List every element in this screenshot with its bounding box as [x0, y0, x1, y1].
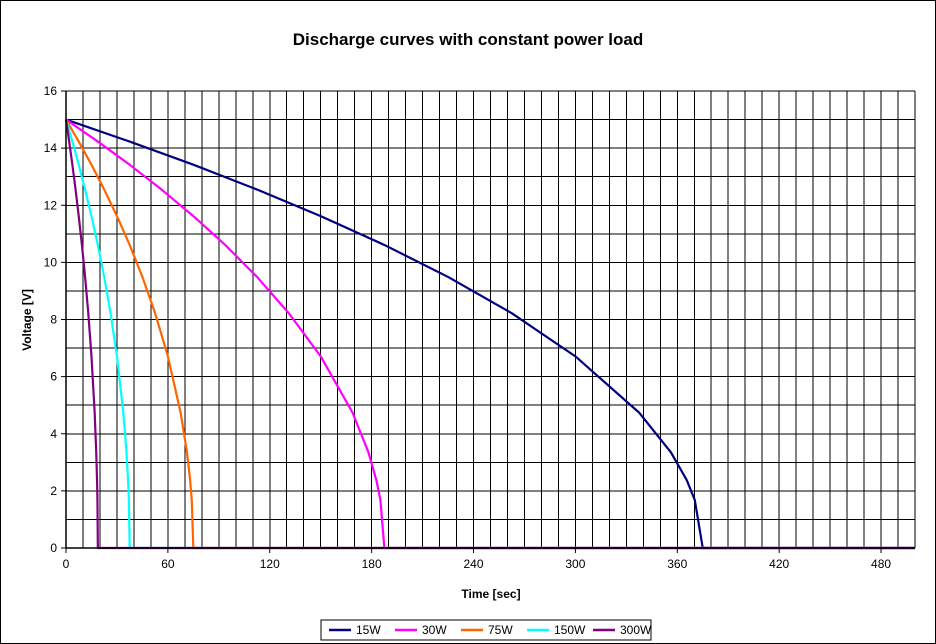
legend: 15W 30W 75W 150W 300W	[320, 619, 652, 641]
series-lines	[64, 118, 915, 550]
y-tick-labels: 0 2 4 6 8 10 12 14 16	[44, 84, 58, 555]
x-tick-label: 240	[464, 557, 484, 571]
y-tick-label: 10	[44, 255, 58, 269]
series-line-150w	[64, 119, 915, 550]
y-tick-label: 6	[50, 370, 57, 384]
series-line-300w	[64, 119, 915, 550]
chart-title: Discharge curves with constant power loa…	[293, 30, 643, 49]
y-tick-label: 2	[50, 484, 57, 498]
x-axis-label: Time [sec]	[461, 587, 520, 601]
legend-label-75w: 75W	[488, 623, 513, 637]
x-tick-label: 60	[161, 557, 175, 571]
y-axis-label: Voltage [V]	[20, 289, 34, 351]
axes	[61, 90, 915, 553]
legend-label-30w: 30W	[422, 623, 447, 637]
y-tick-label: 12	[44, 198, 58, 212]
y-tick-label: 8	[50, 313, 57, 327]
y-tick-label: 4	[50, 427, 57, 441]
x-tick-label: 0	[63, 557, 70, 571]
grid	[65, 90, 916, 549]
x-tick-label: 420	[769, 557, 789, 571]
x-tick-label: 300	[565, 557, 585, 571]
x-tick-label: 360	[667, 557, 687, 571]
legend-label-15w: 15W	[356, 623, 381, 637]
series-line-75w	[65, 119, 915, 550]
series-line-15w	[65, 118, 915, 550]
series-line-30w	[65, 118, 915, 550]
y-tick-label: 14	[44, 141, 58, 155]
legend-box	[320, 619, 652, 641]
x-tick-label: 480	[871, 557, 891, 571]
x-tick-label: 120	[260, 557, 280, 571]
legend-label-300w: 300W	[620, 623, 652, 637]
legend-label-150w: 150W	[554, 623, 586, 637]
x-tick-labels: 0 60 120 180 240 300 360 420 480	[63, 557, 892, 571]
y-tick-label: 16	[44, 84, 58, 98]
x-tick-label: 180	[362, 557, 382, 571]
y-tick-label: 0	[50, 541, 57, 555]
